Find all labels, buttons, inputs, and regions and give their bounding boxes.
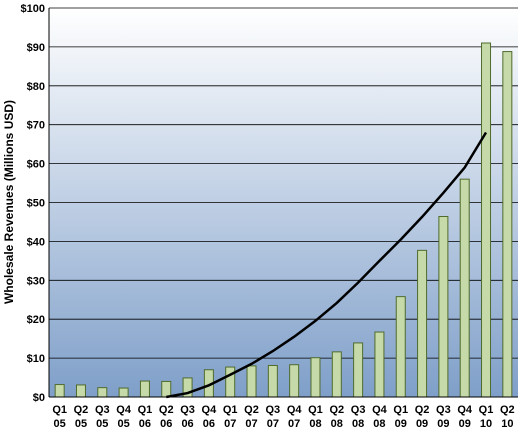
bar	[289, 364, 300, 398]
x-tick-label-quarter: Q3	[265, 404, 280, 416]
x-tick-label-year: 08	[352, 418, 364, 430]
x-tick-label-quarter: Q4	[202, 404, 218, 416]
x-tick-label-quarter: Q1	[138, 404, 153, 416]
y-tick-label: $0	[33, 392, 45, 404]
x-tick-label-quarter: Q1	[308, 404, 323, 416]
bar	[481, 42, 492, 398]
bar	[225, 366, 236, 398]
x-tick-label-year: 06	[203, 418, 215, 430]
bar	[374, 331, 385, 398]
x-tick-label-year: 07	[245, 418, 257, 430]
x-tick-label-quarter: Q4	[287, 404, 303, 416]
trend-line	[166, 131, 488, 399]
x-tick-label-quarter: Q2	[500, 404, 515, 416]
bar	[267, 364, 278, 398]
bar	[246, 365, 257, 398]
bar	[331, 351, 342, 398]
x-tick-label-year: 10	[480, 418, 492, 430]
y-tick-label: $100	[21, 3, 45, 15]
x-tick-label-quarter: Q4	[372, 404, 388, 416]
x-tick-labels: Q1 05 Q2 05 Q3 05 Q4 05 Q1 06 Q2 06 Q3 06 Q4 06 Q1 07 Q2 07…	[52, 404, 514, 430]
x-tick-label-quarter: Q2	[159, 404, 174, 416]
x-tick-label-quarter: Q3	[95, 404, 110, 416]
x-tick-label-year: 09	[416, 418, 428, 430]
x-tick-label-year: 07	[224, 418, 236, 430]
y-axis-label: Wholesale Revenues (Millions USD)	[2, 100, 16, 304]
bar	[395, 296, 406, 398]
x-tick-label-year: 05	[54, 418, 66, 430]
x-tick-label-quarter: Q4	[457, 404, 473, 416]
x-tick-label-year: 06	[160, 418, 172, 430]
x-tick-label-year: 06	[139, 418, 151, 430]
x-tick-label-quarter: Q1	[479, 404, 494, 416]
x-tick-label-quarter: Q1	[223, 404, 238, 416]
x-tick-label-year: 08	[309, 418, 321, 430]
x-tick-label-year: 05	[96, 418, 108, 430]
bar	[139, 380, 150, 398]
x-tick-label-year: 05	[117, 418, 129, 430]
x-tick-label-year: 07	[267, 418, 279, 430]
bar	[417, 249, 428, 398]
x-tick-label-quarter: Q2	[74, 404, 89, 416]
x-tick-label-quarter: Q3	[436, 404, 451, 416]
bar	[459, 178, 470, 398]
y-tick-label: $40	[27, 236, 45, 248]
bar	[353, 342, 364, 398]
y-tick-label: $90	[27, 42, 45, 54]
x-tick-label-year: 06	[181, 418, 193, 430]
bar	[161, 380, 172, 398]
x-tick-label-quarter: Q2	[244, 404, 259, 416]
y-tick-label: $80	[27, 81, 45, 93]
x-tick-label-year: 10	[501, 418, 513, 430]
bar	[310, 357, 321, 398]
x-tick-label-year: 09	[395, 418, 407, 430]
gridlines	[49, 7, 518, 359]
bar	[438, 216, 449, 398]
x-tick-label-year: 07	[288, 418, 300, 430]
x-tick-label-year: 09	[437, 418, 449, 430]
x-tick-label-year: 05	[75, 418, 87, 430]
y-tick-label: $50	[27, 198, 45, 210]
x-tick-label-quarter: Q3	[351, 404, 366, 416]
x-tick-label-quarter: Q1	[52, 404, 67, 416]
y-tick-label: $30	[27, 275, 45, 287]
y-tick-label: $20	[27, 314, 45, 326]
bar	[97, 387, 108, 398]
x-tick-label-quarter: Q2	[329, 404, 344, 416]
x-tick-label-quarter: Q3	[180, 404, 195, 416]
y-tick-label: $10	[27, 353, 45, 365]
y-tick-label: $60	[27, 159, 45, 171]
x-tick-label-quarter: Q2	[415, 404, 430, 416]
x-tick-label-year: 08	[373, 418, 385, 430]
x-tick-label-year: 08	[331, 418, 343, 430]
bar	[118, 387, 129, 398]
x-tick-label-year: 09	[459, 418, 471, 430]
x-tick-label-quarter: Q4	[116, 404, 132, 416]
y-tick-labels: $0 $10 $20 $30 $40 $50 $60 $70 $80 $90 $100	[21, 3, 45, 404]
x-tick-label-quarter: Q1	[393, 404, 408, 416]
bar	[502, 51, 513, 398]
bar	[54, 384, 65, 398]
bar	[75, 384, 86, 398]
y-tick-label: $70	[27, 120, 45, 132]
